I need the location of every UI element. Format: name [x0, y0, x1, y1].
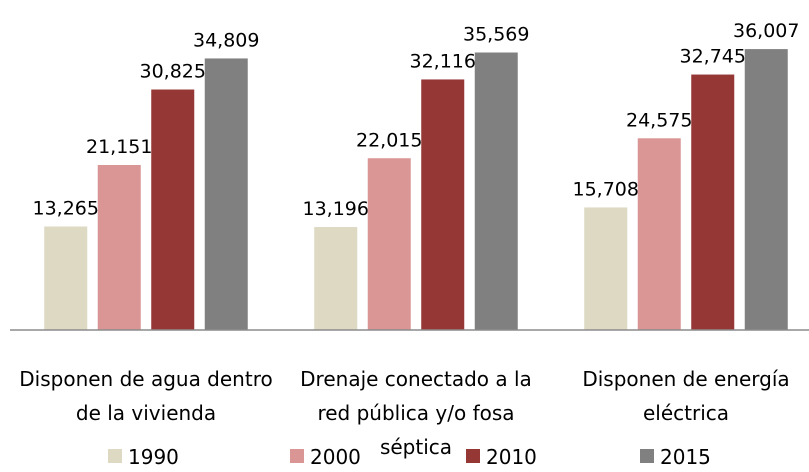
x-tick-label: Drenaje conectado a la red pública y/o f… — [300, 367, 532, 459]
bar — [474, 52, 518, 330]
x-tick-label: Disponen de agua dentro de la vivienda — [19, 367, 273, 425]
bar — [584, 207, 628, 330]
legend-label: 2010 — [486, 445, 537, 469]
value-label: 13,196 — [303, 198, 369, 220]
bar — [421, 79, 465, 330]
legend-label: 1990 — [128, 445, 179, 469]
bar — [44, 226, 88, 330]
bar — [97, 164, 141, 330]
value-label: 15,708 — [573, 178, 639, 200]
value-label: 35,569 — [463, 24, 529, 46]
bar — [691, 74, 735, 330]
value-label: 13,265 — [33, 198, 99, 220]
bar — [637, 138, 681, 330]
x-tick-label: Disponen de energía eléctrica — [582, 367, 790, 425]
legend-swatch — [108, 449, 122, 463]
value-label: 32,745 — [680, 46, 746, 68]
value-label: 24,575 — [626, 109, 692, 131]
legend-label: 2015 — [660, 445, 711, 469]
value-label: 32,116 — [410, 50, 476, 72]
value-label: 22,015 — [356, 129, 422, 151]
bar — [367, 158, 411, 330]
legend-swatch — [466, 449, 480, 463]
value-label: 21,151 — [86, 136, 152, 158]
legend-swatch — [640, 449, 654, 463]
value-label: 36,007 — [733, 20, 799, 42]
bar — [744, 49, 788, 330]
bar — [151, 89, 195, 331]
value-label: 30,825 — [140, 61, 206, 83]
bar — [204, 58, 248, 330]
legend-label: 2000 — [310, 445, 361, 469]
bar — [314, 227, 358, 330]
value-label: 34,809 — [193, 29, 259, 51]
legend-swatch — [290, 449, 304, 463]
